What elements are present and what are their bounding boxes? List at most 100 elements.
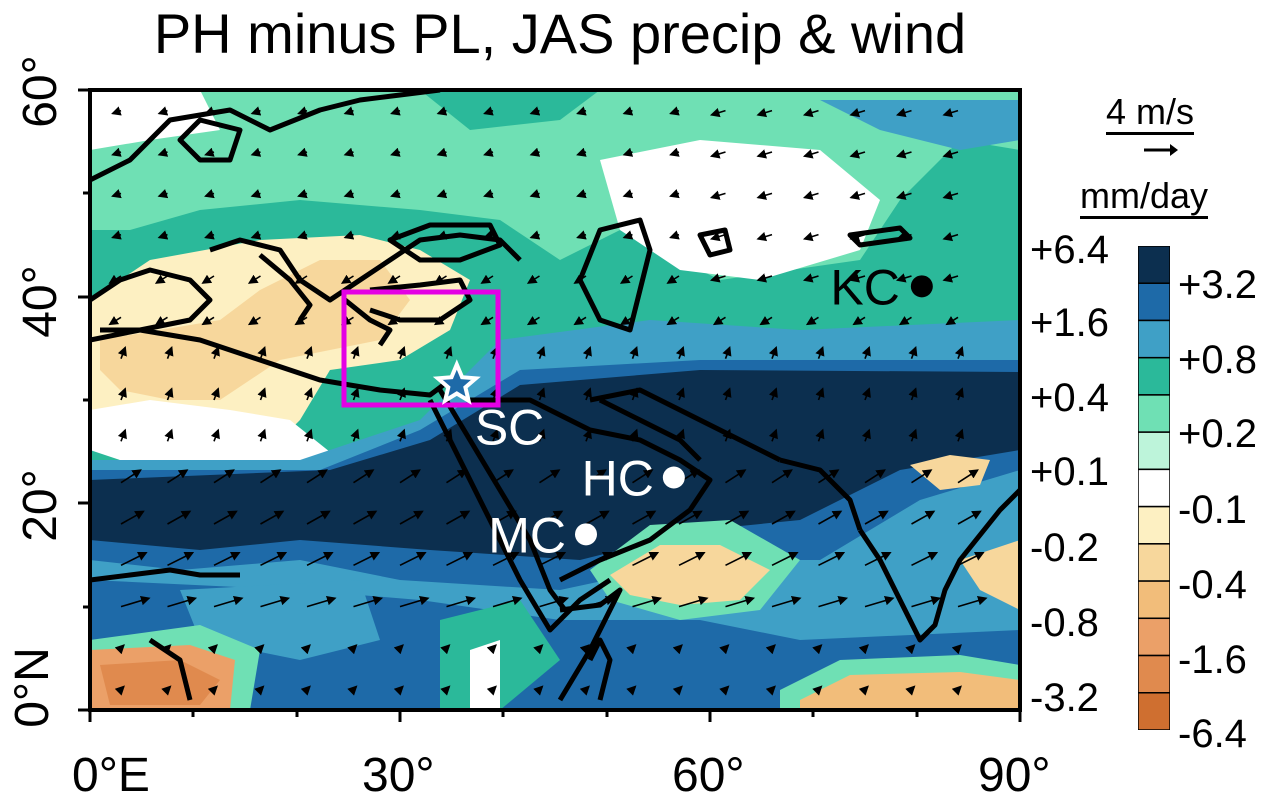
field-india-yellow bbox=[910, 455, 990, 490]
wind-vector bbox=[533, 685, 544, 696]
wind-vector bbox=[539, 510, 564, 525]
wind-vector bbox=[154, 274, 168, 284]
wind-vector bbox=[725, 552, 753, 567]
wind-vector bbox=[254, 685, 265, 696]
colorbar-swatch-1 bbox=[1138, 282, 1170, 322]
wind-vector bbox=[722, 428, 732, 442]
wind-vector bbox=[399, 510, 424, 525]
wind-vector bbox=[666, 274, 680, 284]
colorbar-swatch-7 bbox=[1138, 505, 1170, 545]
wind-vector bbox=[802, 231, 819, 242]
coast-madagascar bbox=[587, 637, 613, 701]
wind-vector bbox=[722, 387, 732, 401]
wind-vector bbox=[306, 595, 337, 608]
wind-vector bbox=[157, 189, 169, 199]
wind-vector bbox=[111, 230, 122, 240]
wind-vector bbox=[629, 428, 639, 442]
wind-vector bbox=[771, 510, 796, 525]
wind-vector bbox=[257, 387, 267, 401]
wind-vector bbox=[353, 552, 381, 567]
wind-vector bbox=[250, 106, 262, 116]
wind-vector bbox=[864, 595, 895, 608]
level-label-right-1: +0.8 bbox=[1178, 338, 1257, 382]
wind-vector bbox=[942, 231, 959, 242]
wind-vector bbox=[387, 316, 401, 326]
wind-vector bbox=[492, 595, 523, 608]
wind-vector bbox=[951, 685, 962, 696]
wind-vector bbox=[483, 189, 494, 199]
wind-vector bbox=[709, 107, 726, 118]
wind-vector bbox=[303, 428, 313, 442]
wind-scale-label: 4 m/s bbox=[1106, 92, 1195, 135]
coast-india bbox=[857, 488, 1020, 643]
wind-vector bbox=[167, 595, 198, 608]
wind-vector bbox=[818, 510, 843, 525]
wind-vector bbox=[343, 189, 355, 199]
wind-vector bbox=[483, 147, 494, 157]
wind-vector bbox=[539, 552, 567, 567]
ytick-label-60: 60° bbox=[13, 55, 67, 128]
wind-vector bbox=[254, 644, 265, 655]
colorbar bbox=[1138, 246, 1170, 730]
wind-vector bbox=[446, 552, 474, 567]
site-label-kc: KC bbox=[830, 259, 899, 315]
coast-west-africa bbox=[90, 567, 240, 583]
wind-vector bbox=[852, 316, 866, 326]
wind-vector bbox=[898, 316, 912, 326]
wind-vector bbox=[433, 316, 447, 326]
wind-vector bbox=[678, 595, 709, 608]
wind-vector bbox=[306, 469, 328, 484]
wind-vector bbox=[539, 595, 570, 608]
wind-vector bbox=[585, 552, 613, 567]
wind-vector bbox=[759, 316, 773, 326]
map-title: PH minus PL, JAS precip & wind bbox=[153, 2, 967, 65]
level-label-left-6: -3.2 bbox=[1030, 676, 1099, 720]
wind-vector bbox=[802, 190, 819, 200]
site-hc-marker bbox=[662, 466, 685, 489]
wind-vector bbox=[945, 316, 959, 326]
wind-vector bbox=[666, 316, 680, 326]
wind-vector bbox=[756, 231, 773, 242]
wind-vector bbox=[579, 644, 590, 655]
coast-africa-east bbox=[427, 398, 612, 633]
xtick-label-90: 90° bbox=[978, 749, 1051, 802]
field-white-central-asia bbox=[600, 140, 880, 280]
wind-vector bbox=[672, 644, 683, 655]
wind-vector bbox=[204, 106, 215, 116]
wind-vector bbox=[632, 595, 663, 608]
ytick-label-20: 20° bbox=[13, 469, 67, 542]
wind-vector bbox=[210, 428, 220, 442]
wind-vector bbox=[905, 644, 916, 655]
xtick-label-60: 60° bbox=[672, 749, 745, 802]
wind-vector bbox=[802, 107, 819, 118]
wind-vector bbox=[114, 685, 125, 696]
units-label: mm/day bbox=[1080, 176, 1209, 219]
coast-greece bbox=[343, 298, 393, 347]
coast-black-sea bbox=[387, 222, 503, 263]
wind-vector bbox=[765, 685, 776, 696]
wind-vector bbox=[303, 387, 313, 401]
wind-vector bbox=[942, 190, 959, 200]
level-label-right-3: -0.1 bbox=[1178, 488, 1247, 532]
wind-vector bbox=[629, 345, 639, 359]
wind-vector bbox=[818, 595, 849, 608]
coast-anatolia bbox=[369, 277, 473, 323]
wind-vector bbox=[812, 644, 823, 655]
wind-vector bbox=[954, 428, 964, 442]
coast-italy bbox=[258, 253, 313, 322]
wind-vector bbox=[443, 345, 453, 359]
wind-vector bbox=[536, 345, 546, 359]
wind-vector bbox=[492, 510, 517, 525]
colorbar-swatch-0 bbox=[1138, 246, 1170, 284]
wind-vector bbox=[446, 469, 468, 484]
coast-iberia bbox=[90, 267, 213, 333]
level-label-left-3: +0.1 bbox=[1030, 450, 1109, 494]
wind-vector bbox=[483, 106, 494, 116]
site-label-mc: MC bbox=[488, 507, 566, 563]
wind-vector bbox=[436, 106, 448, 116]
wind-vector bbox=[120, 510, 145, 525]
site-label-hc: HC bbox=[582, 451, 654, 507]
wind-vector bbox=[802, 149, 819, 159]
wind-vector bbox=[294, 316, 308, 326]
wind-vector bbox=[536, 387, 546, 401]
